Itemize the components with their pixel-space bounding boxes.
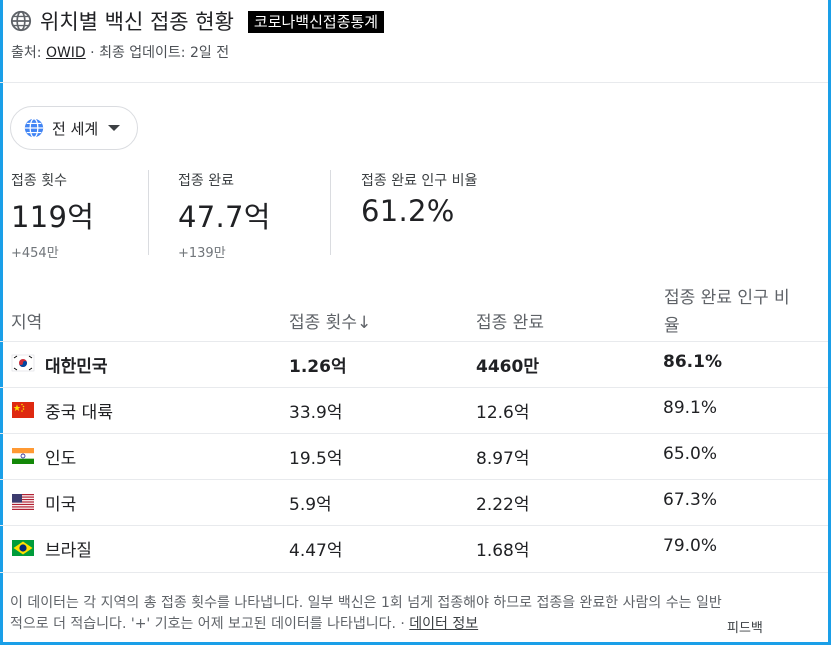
column-header-percent-line2: 율 [664, 316, 680, 336]
china-flag [12, 402, 34, 418]
column-header-region[interactable]: 지역 [11, 313, 43, 333]
row-divider [0, 341, 828, 342]
stat-fully-vaccinated-percent: 접종 완료 인구 비율 61.2% [361, 170, 477, 228]
stat-delta: +139만 [178, 246, 226, 261]
row-divider [0, 525, 828, 526]
brazil-flag [12, 540, 34, 556]
column-header-percent[interactable]: 접종 완료 인구 비 율 [664, 283, 790, 336]
divider [0, 82, 828, 83]
globe-icon [10, 10, 32, 32]
footnote-line: 이 데이터는 각 지역의 총 접종 횟수를 나타냅니다. 일부 백신은 1회 넘… [10, 595, 722, 611]
south-korea-flag [11, 354, 35, 372]
doses-value: 19.5억 [289, 449, 343, 469]
globe-icon [24, 118, 44, 138]
source-line: 출처: OWID · 최종 업데이트: 2일 전 [11, 42, 229, 62]
stat-label: 접종 완료 [178, 173, 234, 189]
chevron-down-icon [108, 125, 121, 131]
column-header-percent-line1: 접종 완료 인구 비 [664, 288, 790, 308]
stat-value: 61.2% [361, 194, 455, 228]
update-info: · 최종 업데이트: 2일 전 [85, 45, 230, 61]
percent-value: 67.3% [663, 490, 718, 510]
stat-fully-vaccinated: 접종 완료 47.7억 +139만 [178, 170, 271, 261]
doses-value: 33.9억 [289, 403, 343, 423]
header: 위치별 백신 접종 현황 코로나백신접종통계 [10, 4, 385, 38]
column-header-complete[interactable]: 접종 완료 [476, 313, 544, 333]
region-name: 인도 [45, 449, 77, 469]
india-flag [12, 448, 34, 464]
complete-value: 1.68억 [476, 541, 530, 561]
row-divider [0, 479, 828, 480]
stat-delta: +454만 [11, 246, 59, 261]
percent-value: 89.1% [663, 398, 718, 418]
footnote: 이 데이터는 각 지역의 총 접종 횟수를 나타냅니다. 일부 백신은 1회 넘… [10, 593, 822, 635]
data-info-link[interactable]: 데이터 정보 [409, 616, 479, 632]
complete-value: 4460만 [476, 357, 539, 377]
stat-label: 접종 완료 인구 비율 [361, 173, 478, 189]
stat-value: 47.7억 [178, 200, 271, 234]
region-name: 중국 대륙 [45, 403, 113, 423]
feedback-link[interactable]: 피드백 [727, 621, 763, 636]
divider [330, 170, 331, 255]
doses-value: 4.47억 [289, 541, 343, 561]
row-divider [0, 387, 828, 388]
stat-value: 119억 [11, 200, 95, 234]
region-dropdown[interactable]: 전 세계 [10, 106, 138, 150]
source-link[interactable]: OWID [45, 45, 86, 61]
region-dropdown-label: 전 세계 [52, 119, 99, 138]
footnote-line: 적으로 더 적습니다. '+' 기호는 어제 보고된 데이터를 나타냅니다. · [10, 616, 410, 632]
percent-value: 65.0% [663, 444, 718, 464]
percent-value: 79.0% [663, 536, 718, 556]
column-header-doses[interactable]: 접종 횟수↓ [289, 313, 372, 333]
row-divider [0, 433, 828, 434]
doses-value: 1.26억 [289, 357, 347, 377]
complete-value: 8.97억 [476, 449, 530, 469]
region-name: 미국 [45, 495, 77, 515]
source-prefix: 출처: [11, 45, 46, 61]
stat-label: 접종 횟수 [11, 173, 67, 189]
doses-value: 5.9억 [289, 495, 332, 515]
complete-value: 2.22억 [476, 495, 530, 515]
region-name: 브라질 [45, 541, 92, 561]
complete-value: 12.6억 [476, 403, 530, 423]
query-tag: 코로나백신접종통계 [247, 11, 385, 33]
usa-flag [12, 494, 34, 510]
divider [148, 170, 149, 255]
percent-value: 86.1% [663, 352, 722, 372]
region-name: 대한민국 [45, 357, 108, 377]
row-divider [0, 572, 828, 573]
stat-total-doses: 접종 횟수 119억 +454만 [11, 170, 94, 261]
page-title: 위치별 백신 접종 현황 [40, 10, 234, 34]
